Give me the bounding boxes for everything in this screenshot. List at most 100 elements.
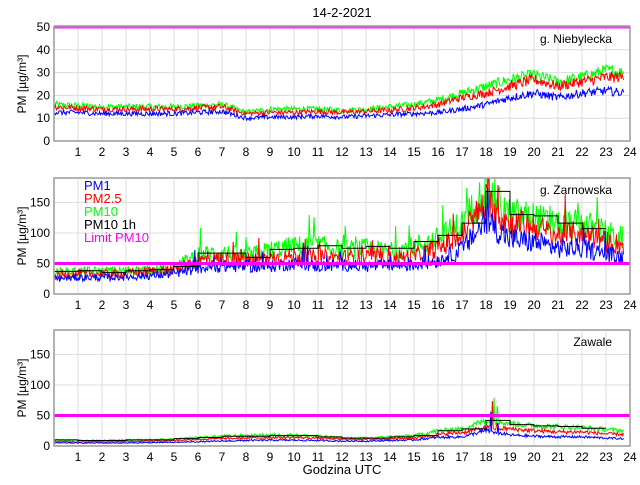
x-tick-label: 20 xyxy=(527,145,541,159)
y-tick-label: 20 xyxy=(37,88,51,102)
x-tick-label: 17 xyxy=(455,450,469,464)
x-tick-label: 17 xyxy=(455,298,469,312)
x-tick-label: 6 xyxy=(195,298,202,312)
x-tick-label: 1 xyxy=(75,298,82,312)
series-line-pm25 xyxy=(54,400,625,444)
x-tick-label: 2 xyxy=(99,298,106,312)
y-tick-label: 0 xyxy=(43,287,50,301)
x-axis-label: Godzina UTC xyxy=(303,462,382,477)
x-tick-label: 6 xyxy=(195,145,202,159)
x-tick-label: 20 xyxy=(527,298,541,312)
y-tick-label: 0 xyxy=(43,439,50,453)
y-tick-label: 0 xyxy=(43,134,50,148)
x-tick-label: 21 xyxy=(551,450,565,464)
station-label: g. Zarnowska xyxy=(540,183,612,197)
series-line-pm1 xyxy=(54,85,625,122)
x-tick-label: 8 xyxy=(243,450,250,464)
y-tick-label: 50 xyxy=(37,20,51,34)
x-tick-label: 14 xyxy=(383,145,397,159)
y-axis-label: PM [µg/m³] xyxy=(15,207,29,266)
x-tick-label: 17 xyxy=(455,145,469,159)
x-tick-label: 18 xyxy=(479,298,493,312)
x-tick-label: 12 xyxy=(335,145,349,159)
x-tick-label: 22 xyxy=(575,298,589,312)
x-tick-label: 4 xyxy=(147,450,154,464)
x-tick-label: 10 xyxy=(287,145,301,159)
station-label: g. Niebylecka xyxy=(540,32,612,46)
x-tick-label: 20 xyxy=(527,450,541,464)
series-line-pm25 xyxy=(54,71,625,118)
legend-entry: PM10 xyxy=(84,204,118,219)
axes-frame xyxy=(53,329,631,447)
x-tick-label: 15 xyxy=(407,145,421,159)
x-tick-label: 19 xyxy=(503,145,517,159)
x-tick-label: 16 xyxy=(431,450,445,464)
x-tick-label: 19 xyxy=(503,450,517,464)
panel-1: 1 2 3 4 5 6 7 8 9 10 11 12 13 14 15 16 17 18 19 20 21 22 23 240… xyxy=(15,20,637,159)
x-tick-label: 10 xyxy=(287,450,301,464)
y-tick-label: 40 xyxy=(37,43,51,57)
x-tick-label: 7 xyxy=(219,145,226,159)
x-tick-label: 10 xyxy=(287,298,301,312)
x-tick-label: 24 xyxy=(623,450,637,464)
x-tick-label: 21 xyxy=(551,298,565,312)
x-tick-label: 16 xyxy=(431,145,445,159)
x-tick-label: 3 xyxy=(123,450,130,464)
x-tick-label: 6 xyxy=(195,450,202,464)
y-tick-label: 50 xyxy=(37,256,51,270)
x-tick-label: 2 xyxy=(99,450,106,464)
x-tick-label: 24 xyxy=(623,145,637,159)
x-tick-label: 21 xyxy=(551,145,565,159)
x-tick-label: 23 xyxy=(599,450,613,464)
x-tick-label: 3 xyxy=(123,298,130,312)
chart-title: 14-2-2021 xyxy=(312,5,371,20)
legend-entry: PM10 1h xyxy=(84,217,136,232)
y-tick-label: 150 xyxy=(30,347,50,361)
x-tick-label: 5 xyxy=(171,145,178,159)
x-tick-label: 7 xyxy=(219,450,226,464)
x-tick-label: 18 xyxy=(479,450,493,464)
x-tick-label: 13 xyxy=(359,145,373,159)
series-line-pm1 xyxy=(54,411,624,444)
x-tick-label: 9 xyxy=(267,145,274,159)
x-tick-label: 18 xyxy=(479,145,493,159)
y-tick-label: 10 xyxy=(37,111,51,125)
y-tick-label: 50 xyxy=(37,408,51,422)
panel-3: 1 2 3 4 5 6 7 8 9 10 11 12 13 14 15 16 17 18 19 20 21 22 23 240… xyxy=(15,329,637,464)
y-tick-label: 100 xyxy=(30,226,50,240)
x-tick-label: 12 xyxy=(335,450,349,464)
x-tick-label: 11 xyxy=(312,450,325,464)
legend-entry: Limit PM10 xyxy=(84,230,149,245)
x-tick-label: 9 xyxy=(267,298,274,312)
x-tick-label: 8 xyxy=(243,145,250,159)
x-tick-label: 11 xyxy=(312,145,325,159)
axes-frame xyxy=(53,26,631,142)
x-tick-label: 3 xyxy=(123,145,130,159)
legend-entry: PM1 xyxy=(84,178,111,193)
panel-2: 1 2 3 4 5 6 7 8 9 10 11 12 13 14 15 16 17 18 19 20 21 22 23 240… xyxy=(15,177,637,312)
x-tick-label: 23 xyxy=(599,298,613,312)
x-tick-label: 19 xyxy=(503,298,517,312)
x-tick-label: 9 xyxy=(267,450,274,464)
y-tick-label: 30 xyxy=(37,66,51,80)
x-tick-label: 23 xyxy=(599,145,613,159)
axes-frame xyxy=(53,177,631,295)
x-tick-label: 4 xyxy=(147,145,154,159)
series-line-pm25 xyxy=(54,178,625,281)
x-tick-label: 8 xyxy=(243,298,250,312)
x-tick-label: 1 xyxy=(75,450,82,464)
series-line-pm10 xyxy=(54,63,625,116)
x-tick-label: 24 xyxy=(623,298,637,312)
series-group xyxy=(54,397,625,444)
series-line-pm10-1h xyxy=(54,419,606,442)
y-axis-label: PM [µg/m³] xyxy=(15,359,29,418)
series-group xyxy=(54,63,625,122)
x-tick-label: 4 xyxy=(147,298,154,312)
x-tick-label: 22 xyxy=(575,145,589,159)
x-tick-label: 2 xyxy=(99,145,106,159)
x-tick-label: 15 xyxy=(407,298,421,312)
x-tick-label: 13 xyxy=(359,450,373,464)
x-tick-label: 11 xyxy=(312,298,325,312)
